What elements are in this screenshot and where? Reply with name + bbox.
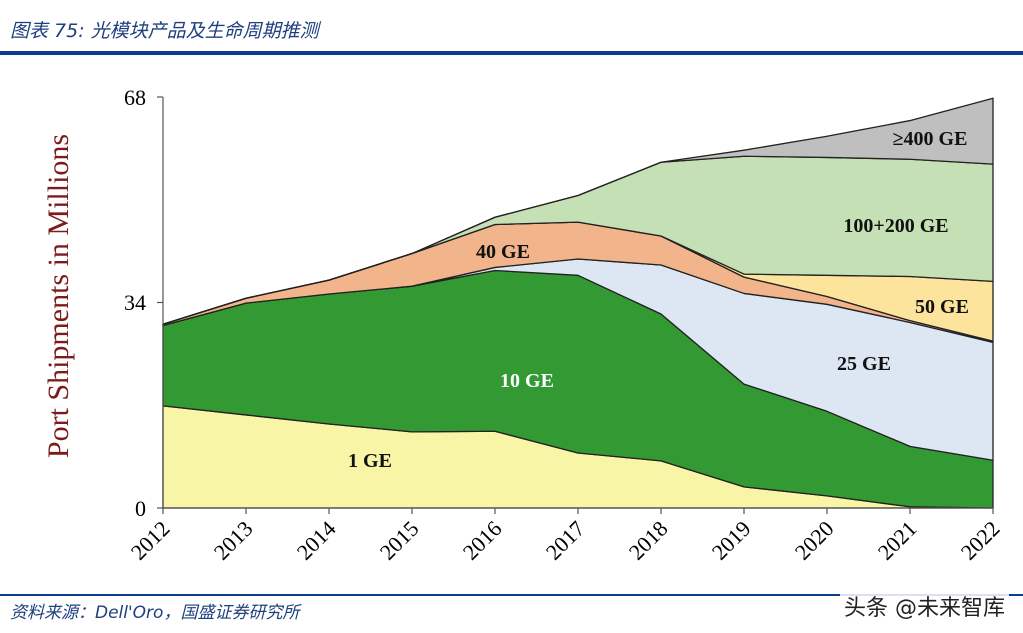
x-tick-label: 2013 <box>209 516 258 565</box>
x-tick-label: 2016 <box>458 516 507 565</box>
y-axis-label: Port Shipments in Millions <box>42 134 75 458</box>
series-label-10ge: 10 GE <box>500 370 554 392</box>
series-label-400ge: ≥400 GE <box>893 128 968 150</box>
x-tick-label: 2020 <box>790 516 839 565</box>
x-tick-label: 2021 <box>873 516 922 565</box>
series-label-50ge: 50 GE <box>915 296 969 318</box>
footer-divider <box>0 594 1023 596</box>
area--400-ge <box>162 97 994 325</box>
x-tick-label: 2017 <box>541 516 590 565</box>
x-tick-label: 2019 <box>707 516 756 565</box>
x-tick-label: 2015 <box>375 516 424 565</box>
x-tick-label: 2022 <box>956 516 1005 565</box>
figure-title: 图表 75: 光模块产品及生命周期推测 <box>10 20 319 42</box>
source-note: 资料来源：Dell'Oro，国盛证券研究所 <box>10 603 300 623</box>
series-label-100-200ge: 100+200 GE <box>843 215 948 237</box>
y-tick-label: 68 <box>124 85 146 110</box>
series-label-1ge: 1 GE <box>348 450 392 472</box>
series-label-40ge: 40 GE <box>476 241 530 263</box>
watermark: 头条 @未来智库 <box>840 590 1009 622</box>
y-tick-label: 34 <box>124 290 146 315</box>
header-divider <box>0 51 1023 55</box>
x-tick-label: 2018 <box>624 516 673 565</box>
x-tick-label: 2014 <box>292 516 341 565</box>
series-label-25ge: 25 GE <box>837 353 891 375</box>
y-tick-label: 0 <box>135 496 146 521</box>
x-tick-label: 2012 <box>126 516 175 565</box>
